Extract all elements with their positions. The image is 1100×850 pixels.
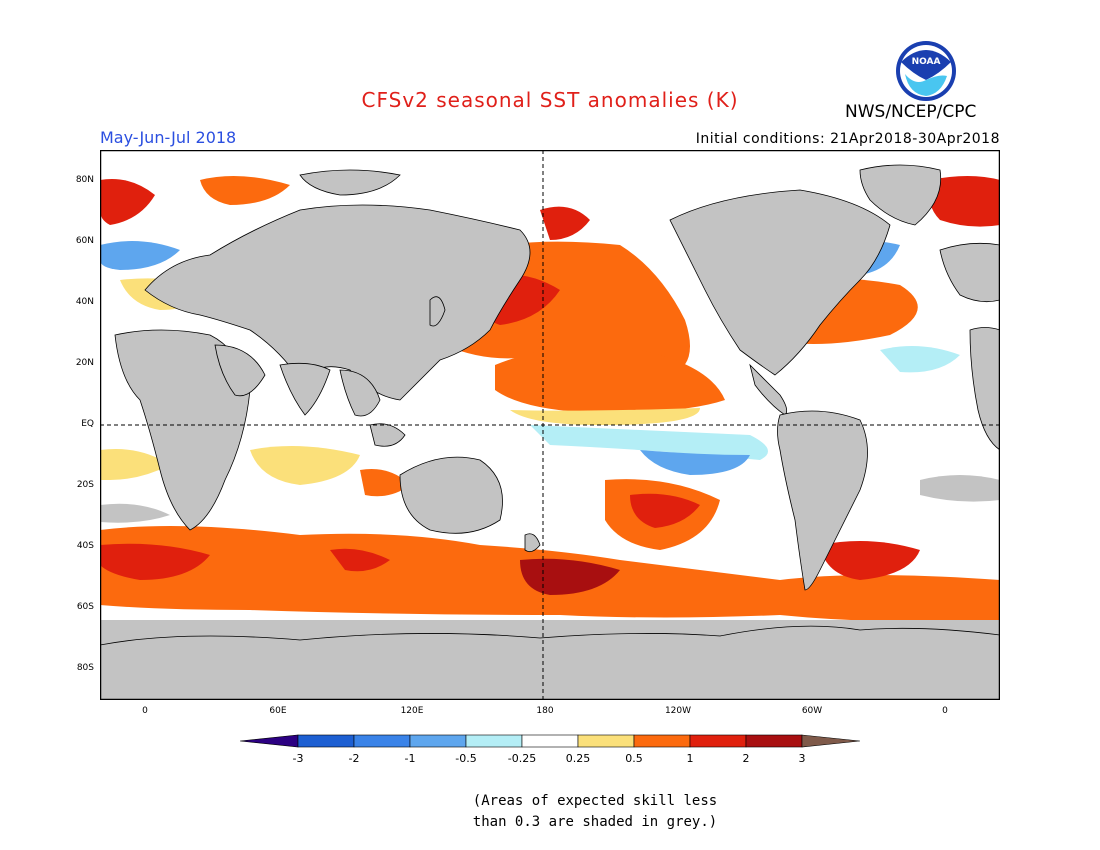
south-america: [777, 410, 868, 591]
colorbar-swatch: [409, 734, 467, 748]
europe-wrap: [939, 242, 1000, 303]
lat-label-80n: 80N: [75, 175, 94, 185]
map-title: CFSv2 seasonal SST anomalies (K): [361, 88, 739, 112]
arabia: [214, 344, 266, 397]
agency-label: NWS/NCEP/CPC: [845, 102, 977, 122]
colorbar-swatch: [353, 734, 411, 748]
noaa-logo: NOAA: [895, 40, 957, 102]
north-america: [669, 189, 891, 376]
lon-label-60e: 60E: [269, 706, 287, 716]
antarctica: [100, 625, 1000, 700]
africa: [114, 329, 251, 531]
colorbar-tick: -2: [348, 752, 360, 765]
lon-label-180: 180: [536, 706, 554, 716]
colorbar-swatch: [633, 734, 691, 748]
central-america: [749, 363, 788, 416]
africa-wrap: [969, 327, 1000, 451]
colorbar-swatch: [521, 734, 579, 748]
colorbar-tick: 3: [798, 752, 806, 765]
lat-label-40s: 40S: [76, 541, 94, 551]
colorbar-tick: -3: [292, 752, 304, 765]
lat-label-40n: 40N: [75, 297, 94, 307]
colorbar-tick: -1: [404, 752, 416, 765]
colorbar-swatch: [689, 734, 747, 748]
greenland: [859, 164, 942, 226]
lat-label-60s: 60S: [76, 602, 94, 612]
colorbar-swatch: [297, 734, 355, 748]
new-zealand: [524, 533, 541, 553]
australia: [399, 456, 503, 534]
lat-label-20s: 20S: [76, 480, 94, 490]
map-frame: [100, 150, 1000, 700]
land-masses: [100, 164, 1000, 700]
arctic-islands: [299, 169, 401, 196]
india: [279, 362, 331, 416]
colorbar-swatch-min: [240, 734, 299, 748]
forecast-period: May-Jun-Jul 2018: [100, 128, 237, 147]
lat-label-80s: 80S: [76, 663, 94, 673]
lat-label-60n: 60N: [75, 236, 94, 246]
colorbar-tick: -0.5: [455, 752, 477, 765]
lon-label-0: 0: [142, 706, 148, 716]
colorbar-tick: 0.5: [625, 752, 643, 765]
lon-label-120e: 120E: [400, 706, 424, 716]
lon-label-120w: 120W: [664, 706, 692, 716]
colorbar-tick: 2: [742, 752, 750, 765]
colorbar-swatch: [577, 734, 635, 748]
footnote-line-1: (Areas of expected skill less: [472, 793, 718, 809]
colorbar-tick: 0.25: [565, 752, 591, 765]
indonesia: [369, 423, 406, 447]
color-scale-bar: [240, 734, 860, 748]
colorbar-swatch: [465, 734, 523, 748]
colorbar-swatch: [745, 734, 803, 748]
japan: [429, 296, 446, 327]
lon-label-0-east: 0: [942, 706, 948, 716]
lon-label-60w: 60W: [801, 706, 823, 716]
sst-anomaly-map: [100, 150, 1000, 700]
logo-text: NOAA: [912, 57, 941, 67]
initial-conditions: Initial conditions: 21Apr2018-30Apr2018: [695, 131, 1000, 147]
skill-footnote: (Areas of expected skill less than 0.3 a…: [470, 791, 720, 833]
colorbar-swatch-max: [801, 734, 860, 748]
colorbar-tick: 1: [686, 752, 694, 765]
southeast-asia: [339, 369, 381, 417]
footnote-line-2: than 0.3 are shaded in grey.): [472, 814, 718, 830]
eurasia: [144, 204, 531, 401]
lat-label-eq: EQ: [81, 419, 94, 429]
colorbar-tick: -0.25: [507, 752, 537, 765]
lat-label-20n: 20N: [75, 358, 94, 368]
